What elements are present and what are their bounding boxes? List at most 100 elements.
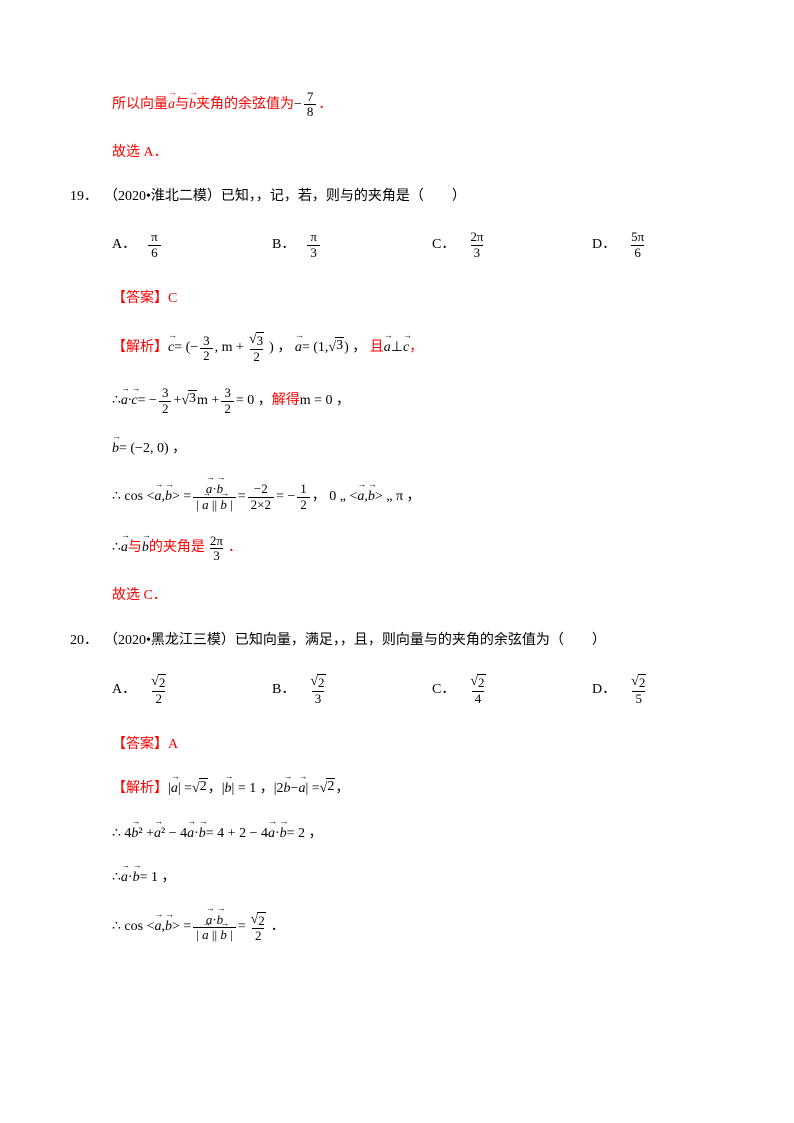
vector-b-icon: b [112, 438, 119, 460]
fraction: −2 2×2 [248, 482, 274, 512]
fraction: 2 3 [307, 674, 328, 706]
vector-a-icon: a [154, 486, 161, 508]
fraction-ab: a·b | a || b | [193, 482, 235, 512]
label: D． [592, 234, 616, 256]
choice-a: A． 2 2 [112, 674, 272, 706]
fraction-7-8: 7 8 [304, 90, 317, 120]
prev-conclusion-cosine: 所以向量 a 与 b 夹角的余弦值为 − 7 8 ． [70, 90, 724, 120]
q19-parse-3: b = (−2, 0) ， [70, 438, 724, 460]
sqrt-icon: 2 [192, 778, 208, 800]
q20-answer: 【答案】 A [70, 734, 724, 756]
choice-d: D． 5π 6 [592, 230, 649, 260]
sqrt-icon: 3 [181, 390, 197, 412]
prev-answer-choice: 故选 A． [70, 142, 724, 164]
vector-a-icon: a [121, 867, 128, 889]
label: A． [112, 234, 136, 256]
sqrt-icon: 2 [631, 674, 646, 691]
fraction: 3 2 [246, 332, 267, 364]
vector-b-icon: b [368, 486, 375, 508]
vector-a-icon: a [171, 778, 178, 800]
fraction: 2 4 [467, 674, 488, 706]
minus: − [294, 94, 302, 116]
fraction: 2π 3 [467, 230, 486, 260]
choice-b: B． π 3 [272, 230, 432, 260]
vector-b-icon: b [189, 94, 196, 116]
answer-letter: C [168, 288, 177, 310]
fraction: 1 2 [297, 482, 310, 512]
q19-parse-5: ∴ a 与 b 的夹角是 2π 3 ． [70, 534, 724, 564]
vector-a-icon: a [298, 778, 305, 800]
q20-parse-1: 【解析】 |a | = 2 ，| b | = 1 ，|2 b − a | = 2… [70, 778, 724, 800]
vector-a-icon: a [384, 337, 391, 359]
vector-b-icon: b [280, 823, 287, 845]
parse-tag: 【解析】 [112, 337, 168, 359]
vector-c-icon: c [403, 337, 409, 359]
q20-choices: A． 2 2 B． 2 3 C． 2 4 D． 2 5 [70, 674, 724, 706]
label: B． [272, 234, 295, 256]
sqrt-icon: 3 [249, 332, 264, 349]
vector-b-icon: b [284, 778, 291, 800]
vector-b-icon: b [165, 486, 172, 508]
text: 夹角的余弦值为 [196, 94, 294, 116]
sqrt-icon: 2 [251, 912, 266, 929]
vector-a-icon: a [154, 916, 161, 938]
fraction: 2 2 [148, 674, 169, 706]
question-number: 19． [70, 186, 104, 208]
vector-b-icon: b [199, 823, 206, 845]
stem-text: （2020•淮北二模）已知，，记，若，则与的夹角是（ ） [104, 186, 466, 208]
vector-a-icon: a [295, 337, 302, 359]
q19-conclusion: 故选 C． [70, 585, 724, 607]
question-number: 20． [70, 630, 104, 652]
text: 所以向量 [112, 94, 168, 116]
vector-b-icon: b [142, 537, 149, 559]
fraction: 2 5 [628, 674, 649, 706]
fraction: 3 2 [221, 386, 234, 416]
q19-parse-2: ∴ a·c = − 3 2 + 3 m + 3 2 = 0 ， 解得 m = 0… [70, 386, 724, 416]
vector-a-icon: a [357, 486, 364, 508]
stem-text: （2020•黑龙江三模）已知向量，满足，，且，则向量与的夹角的余弦值为（ ） [104, 630, 606, 652]
q20-stem: 20． （2020•黑龙江三模）已知向量，满足，，且，则向量与的夹角的余弦值为（… [70, 630, 724, 652]
vector-a-icon: a [268, 823, 275, 845]
q19-parse-4: ∴ cos < a , b > = a·b | a || b | = −2 2×… [70, 482, 724, 512]
vector-b-icon: b [133, 867, 140, 889]
fraction: π 3 [307, 230, 320, 260]
q20-parse-2: ∴ 4 b ² + a ² − 4 a·b = 4 + 2 − 4 a·b = … [70, 823, 724, 845]
q20-parse-4: ∴ cos < a , b > = a·b | a || b | = 2 2 ． [70, 912, 724, 944]
denominator: 8 [304, 104, 317, 119]
vector-c-icon: c [131, 390, 137, 412]
vector-a-icon: a [121, 390, 128, 412]
vector-a-icon: a [168, 94, 175, 116]
choice-c: C． 2 4 [432, 674, 592, 706]
vector-c-icon: c [168, 337, 174, 359]
choice-a: A． π 6 [112, 230, 272, 260]
sqrt-icon: 3 [328, 337, 344, 359]
fraction: 5π 6 [628, 230, 647, 260]
q20-parse-3: ∴ a·b = 1 ， [70, 867, 724, 889]
period: ． [318, 94, 332, 116]
label: C． [432, 234, 455, 256]
fraction-ab: a·b | a || b | [193, 913, 235, 943]
fraction: 2π 3 [207, 534, 226, 564]
text: 与 [175, 94, 189, 116]
vector-b-icon: b [165, 916, 172, 938]
sqrt-icon: 2 [310, 674, 325, 691]
sqrt-icon: 2 [151, 674, 166, 691]
fraction: π 6 [148, 230, 161, 260]
numerator: 7 [304, 90, 317, 104]
choice-d: D． 2 5 [592, 674, 651, 706]
q19-stem: 19． （2020•淮北二模）已知，，记，若，则与的夹角是（ ） [70, 186, 724, 208]
vector-b-icon: b [131, 823, 138, 845]
choice-c: C． 2π 3 [432, 230, 592, 260]
sqrt-icon: 2 [470, 674, 485, 691]
fraction: 3 2 [159, 386, 172, 416]
vector-a-icon: a [121, 537, 128, 559]
vector-a-icon: a [154, 823, 161, 845]
q19-answer: 【答案】 C [70, 288, 724, 310]
fraction: 3 2 [200, 334, 213, 364]
choice-b: B． 2 3 [272, 674, 432, 706]
q19-parse-1: 【解析】 c = (− 3 2 , m + 3 2 ) ， a = (1, 3 … [70, 332, 724, 364]
vector-a-icon: a [187, 823, 194, 845]
text: 故选 A． [112, 142, 168, 164]
sqrt-icon: 2 [320, 778, 336, 800]
answer-tag: 【答案】 [112, 288, 168, 310]
